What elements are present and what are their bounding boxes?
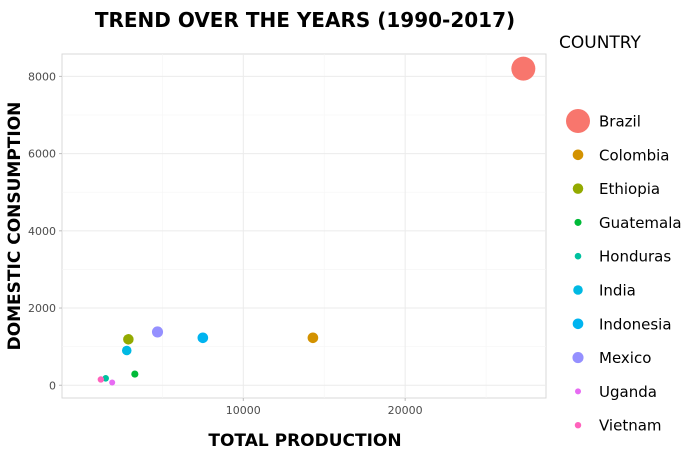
point-honduras — [102, 375, 109, 382]
legend: Brazil Colombia Ethiopia Guatemala Honduras I… — [566, 109, 682, 435]
y-tick-label: 4000 — [28, 225, 56, 238]
y-tick-label: 2000 — [28, 302, 56, 315]
legend-key-honduras — [574, 252, 582, 260]
legend-key-uganda — [575, 388, 581, 395]
point-ethiopia — [123, 334, 134, 345]
x-tick-label: 10000 — [226, 404, 261, 417]
legend-key-vietnam — [574, 421, 582, 429]
grid — [62, 54, 546, 398]
y-tick-label: 0 — [49, 379, 56, 392]
legend-key-mexico — [572, 352, 584, 364]
point-colombia — [307, 332, 319, 344]
x-axis-title: TOTAL PRODUCTION — [208, 431, 401, 450]
plot-panel — [61, 53, 547, 399]
x-tick-label: 20000 — [388, 404, 423, 417]
legend-label-mexico: Mexico — [599, 349, 651, 367]
legend-key-ethiopia — [572, 183, 584, 194]
legend-key-colombia — [572, 149, 584, 161]
legend-key-brazil — [566, 109, 590, 133]
chart-title: TREND OVER THE YEARS (1990-2017) — [95, 8, 515, 32]
legend-label-honduras: Honduras — [599, 248, 671, 266]
point-india — [121, 345, 132, 356]
point-mexico — [151, 326, 164, 338]
axis-ticks: 0 2000 4000 6000 8000 10000 20000 — [28, 70, 423, 417]
legend-label-ethiopia: Ethiopia — [599, 180, 660, 198]
legend-label-vietnam: Vietnam — [599, 417, 662, 435]
data-points — [97, 56, 536, 386]
y-tick-label: 8000 — [28, 70, 56, 83]
legend-key-india — [573, 285, 583, 295]
point-guatemala — [131, 370, 139, 378]
point-indonesia — [197, 332, 209, 344]
legend-label-colombia: Colombia — [599, 146, 670, 164]
legend-key-indonesia — [572, 318, 584, 330]
legend-key-guatemala — [574, 218, 582, 226]
y-tick-label: 6000 — [28, 148, 56, 161]
legend-label-uganda: Uganda — [599, 383, 657, 401]
y-axis-title: DOMESTIC CONSUMPTION — [5, 102, 25, 351]
legend-label-guatemala: Guatemala — [599, 214, 682, 232]
legend-title: COUNTRY — [559, 33, 642, 53]
point-brazil — [511, 56, 536, 81]
legend-label-indonesia: Indonesia — [599, 315, 672, 333]
point-vietnam — [97, 376, 105, 383]
legend-label-india: India — [599, 282, 636, 300]
point-uganda — [109, 379, 116, 386]
legend-label-brazil: Brazil — [599, 113, 641, 131]
